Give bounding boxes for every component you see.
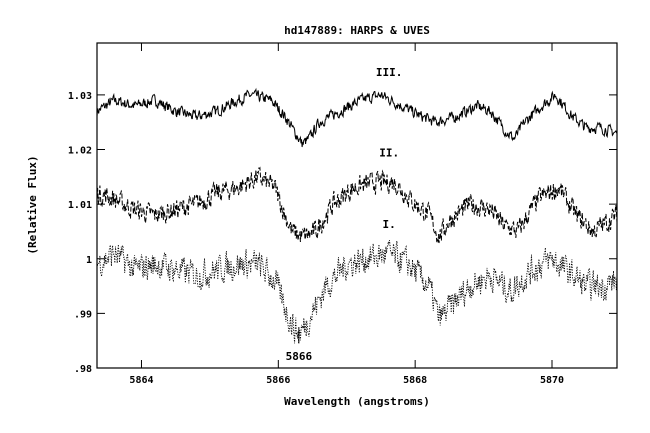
series-dashed-line (96, 166, 618, 244)
x-tick-label: 5868 (403, 375, 427, 386)
y-axis-label: (Relative Flux) (26, 155, 39, 254)
series-layer (96, 87, 618, 344)
y-axis-ticks: .98 .99 1 1.01 1.02 1.03 (68, 91, 617, 375)
annotation-label: 5866 (286, 350, 313, 363)
x-axis-ticks: 5864 5866 5868 5870 (129, 43, 564, 386)
annotation-label: III. (376, 66, 403, 79)
annotation-label: I. (383, 218, 396, 231)
annotation-label: II. (379, 147, 399, 160)
x-tick-label: 5864 (129, 375, 153, 386)
y-tick-label: .98 (74, 364, 92, 375)
annotation-layer: III. II. I. 5866 (286, 66, 403, 363)
plot-frame (96, 42, 618, 369)
x-axis-label: Wavelength (angstroms) (284, 395, 430, 408)
y-tick-label: 1 (86, 255, 92, 266)
x-tick-label: 5870 (540, 375, 564, 386)
chart-title: hd147889: HARPS & UVES (284, 24, 430, 37)
series-solid-line (96, 87, 618, 148)
y-tick-label: 1.01 (68, 200, 92, 211)
y-tick-label: 1.02 (68, 146, 92, 157)
series-dotted-line (96, 240, 618, 344)
x-tick-label: 5866 (266, 375, 290, 386)
y-tick-label: .99 (74, 309, 92, 320)
y-tick-label: 1.03 (68, 91, 92, 102)
